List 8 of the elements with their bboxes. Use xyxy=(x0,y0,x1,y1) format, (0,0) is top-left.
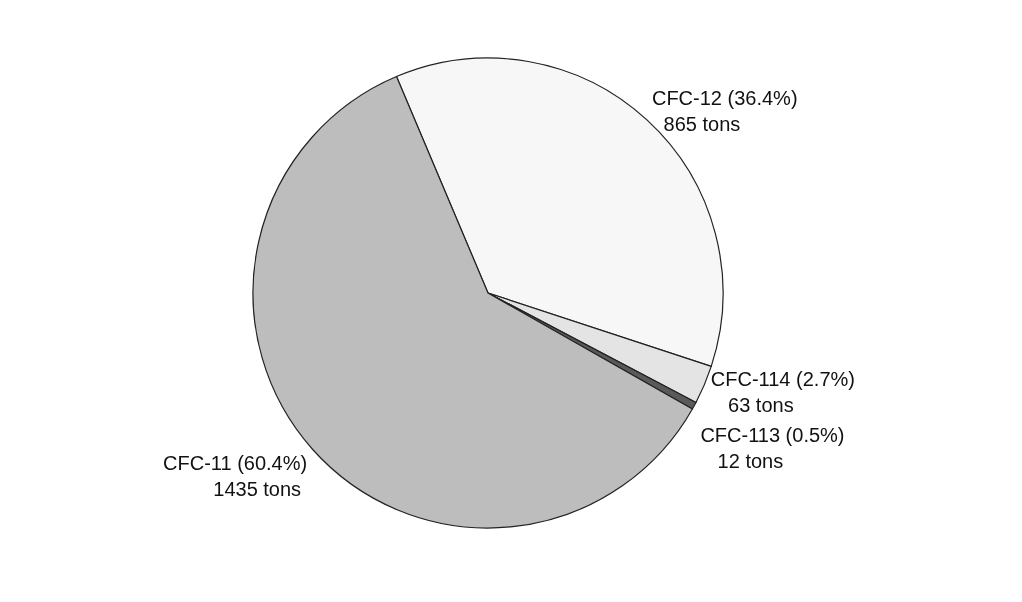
data-label: 865 tons xyxy=(663,112,741,135)
slice-label: CFC-114 (2.7%) xyxy=(710,368,855,391)
data-label: 63 tons xyxy=(728,394,794,417)
slice-label: CFC-12 (36.4%) xyxy=(651,86,798,109)
data-label: 12 tons xyxy=(717,450,784,473)
data-label: 1435 tons xyxy=(213,477,302,500)
slice-label: CFC-113 (0.5%) xyxy=(700,424,845,447)
slice-label: CFC-11 (60.4%) xyxy=(163,451,308,474)
